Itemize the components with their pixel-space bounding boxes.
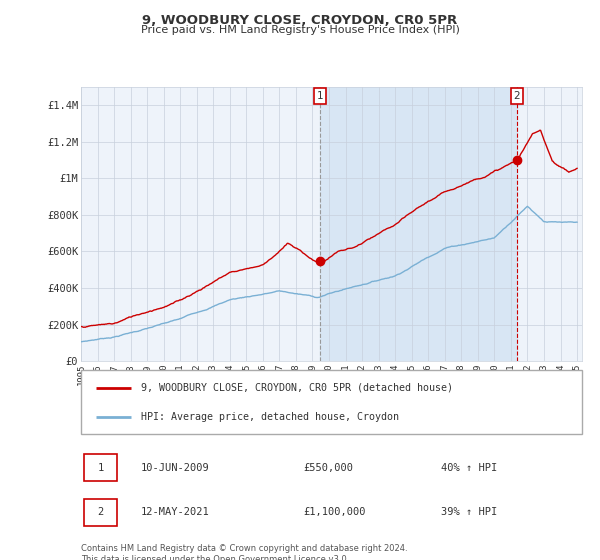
FancyBboxPatch shape bbox=[81, 370, 582, 434]
Text: 2: 2 bbox=[97, 507, 104, 517]
Bar bbox=[320, 87, 517, 361]
Text: Contains HM Land Registry data © Crown copyright and database right 2024.
This d: Contains HM Land Registry data © Crown c… bbox=[81, 544, 407, 560]
Text: 2: 2 bbox=[514, 91, 520, 101]
Text: 1: 1 bbox=[316, 91, 323, 101]
Text: £1,100,000: £1,100,000 bbox=[303, 507, 365, 517]
Text: 10-JUN-2009: 10-JUN-2009 bbox=[141, 463, 210, 473]
Text: 40% ↑ HPI: 40% ↑ HPI bbox=[441, 463, 497, 473]
Text: 1: 1 bbox=[97, 463, 104, 473]
Text: 39% ↑ HPI: 39% ↑ HPI bbox=[441, 507, 497, 517]
Text: 9, WOODBURY CLOSE, CROYDON, CR0 5PR (detached house): 9, WOODBURY CLOSE, CROYDON, CR0 5PR (det… bbox=[141, 382, 453, 393]
Text: 9, WOODBURY CLOSE, CROYDON, CR0 5PR: 9, WOODBURY CLOSE, CROYDON, CR0 5PR bbox=[142, 14, 458, 27]
Text: HPI: Average price, detached house, Croydon: HPI: Average price, detached house, Croy… bbox=[141, 412, 399, 422]
Text: 12-MAY-2021: 12-MAY-2021 bbox=[141, 507, 210, 517]
Text: £550,000: £550,000 bbox=[303, 463, 353, 473]
Text: Price paid vs. HM Land Registry's House Price Index (HPI): Price paid vs. HM Land Registry's House … bbox=[140, 25, 460, 35]
